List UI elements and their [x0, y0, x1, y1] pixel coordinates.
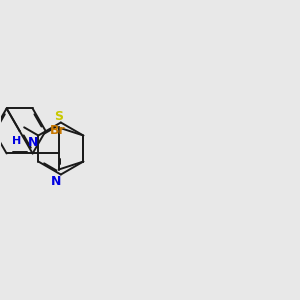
Text: Br: Br — [50, 124, 66, 137]
Text: N: N — [50, 175, 61, 188]
Text: S: S — [54, 110, 63, 123]
Text: H: H — [12, 136, 21, 146]
Text: N: N — [27, 136, 38, 149]
